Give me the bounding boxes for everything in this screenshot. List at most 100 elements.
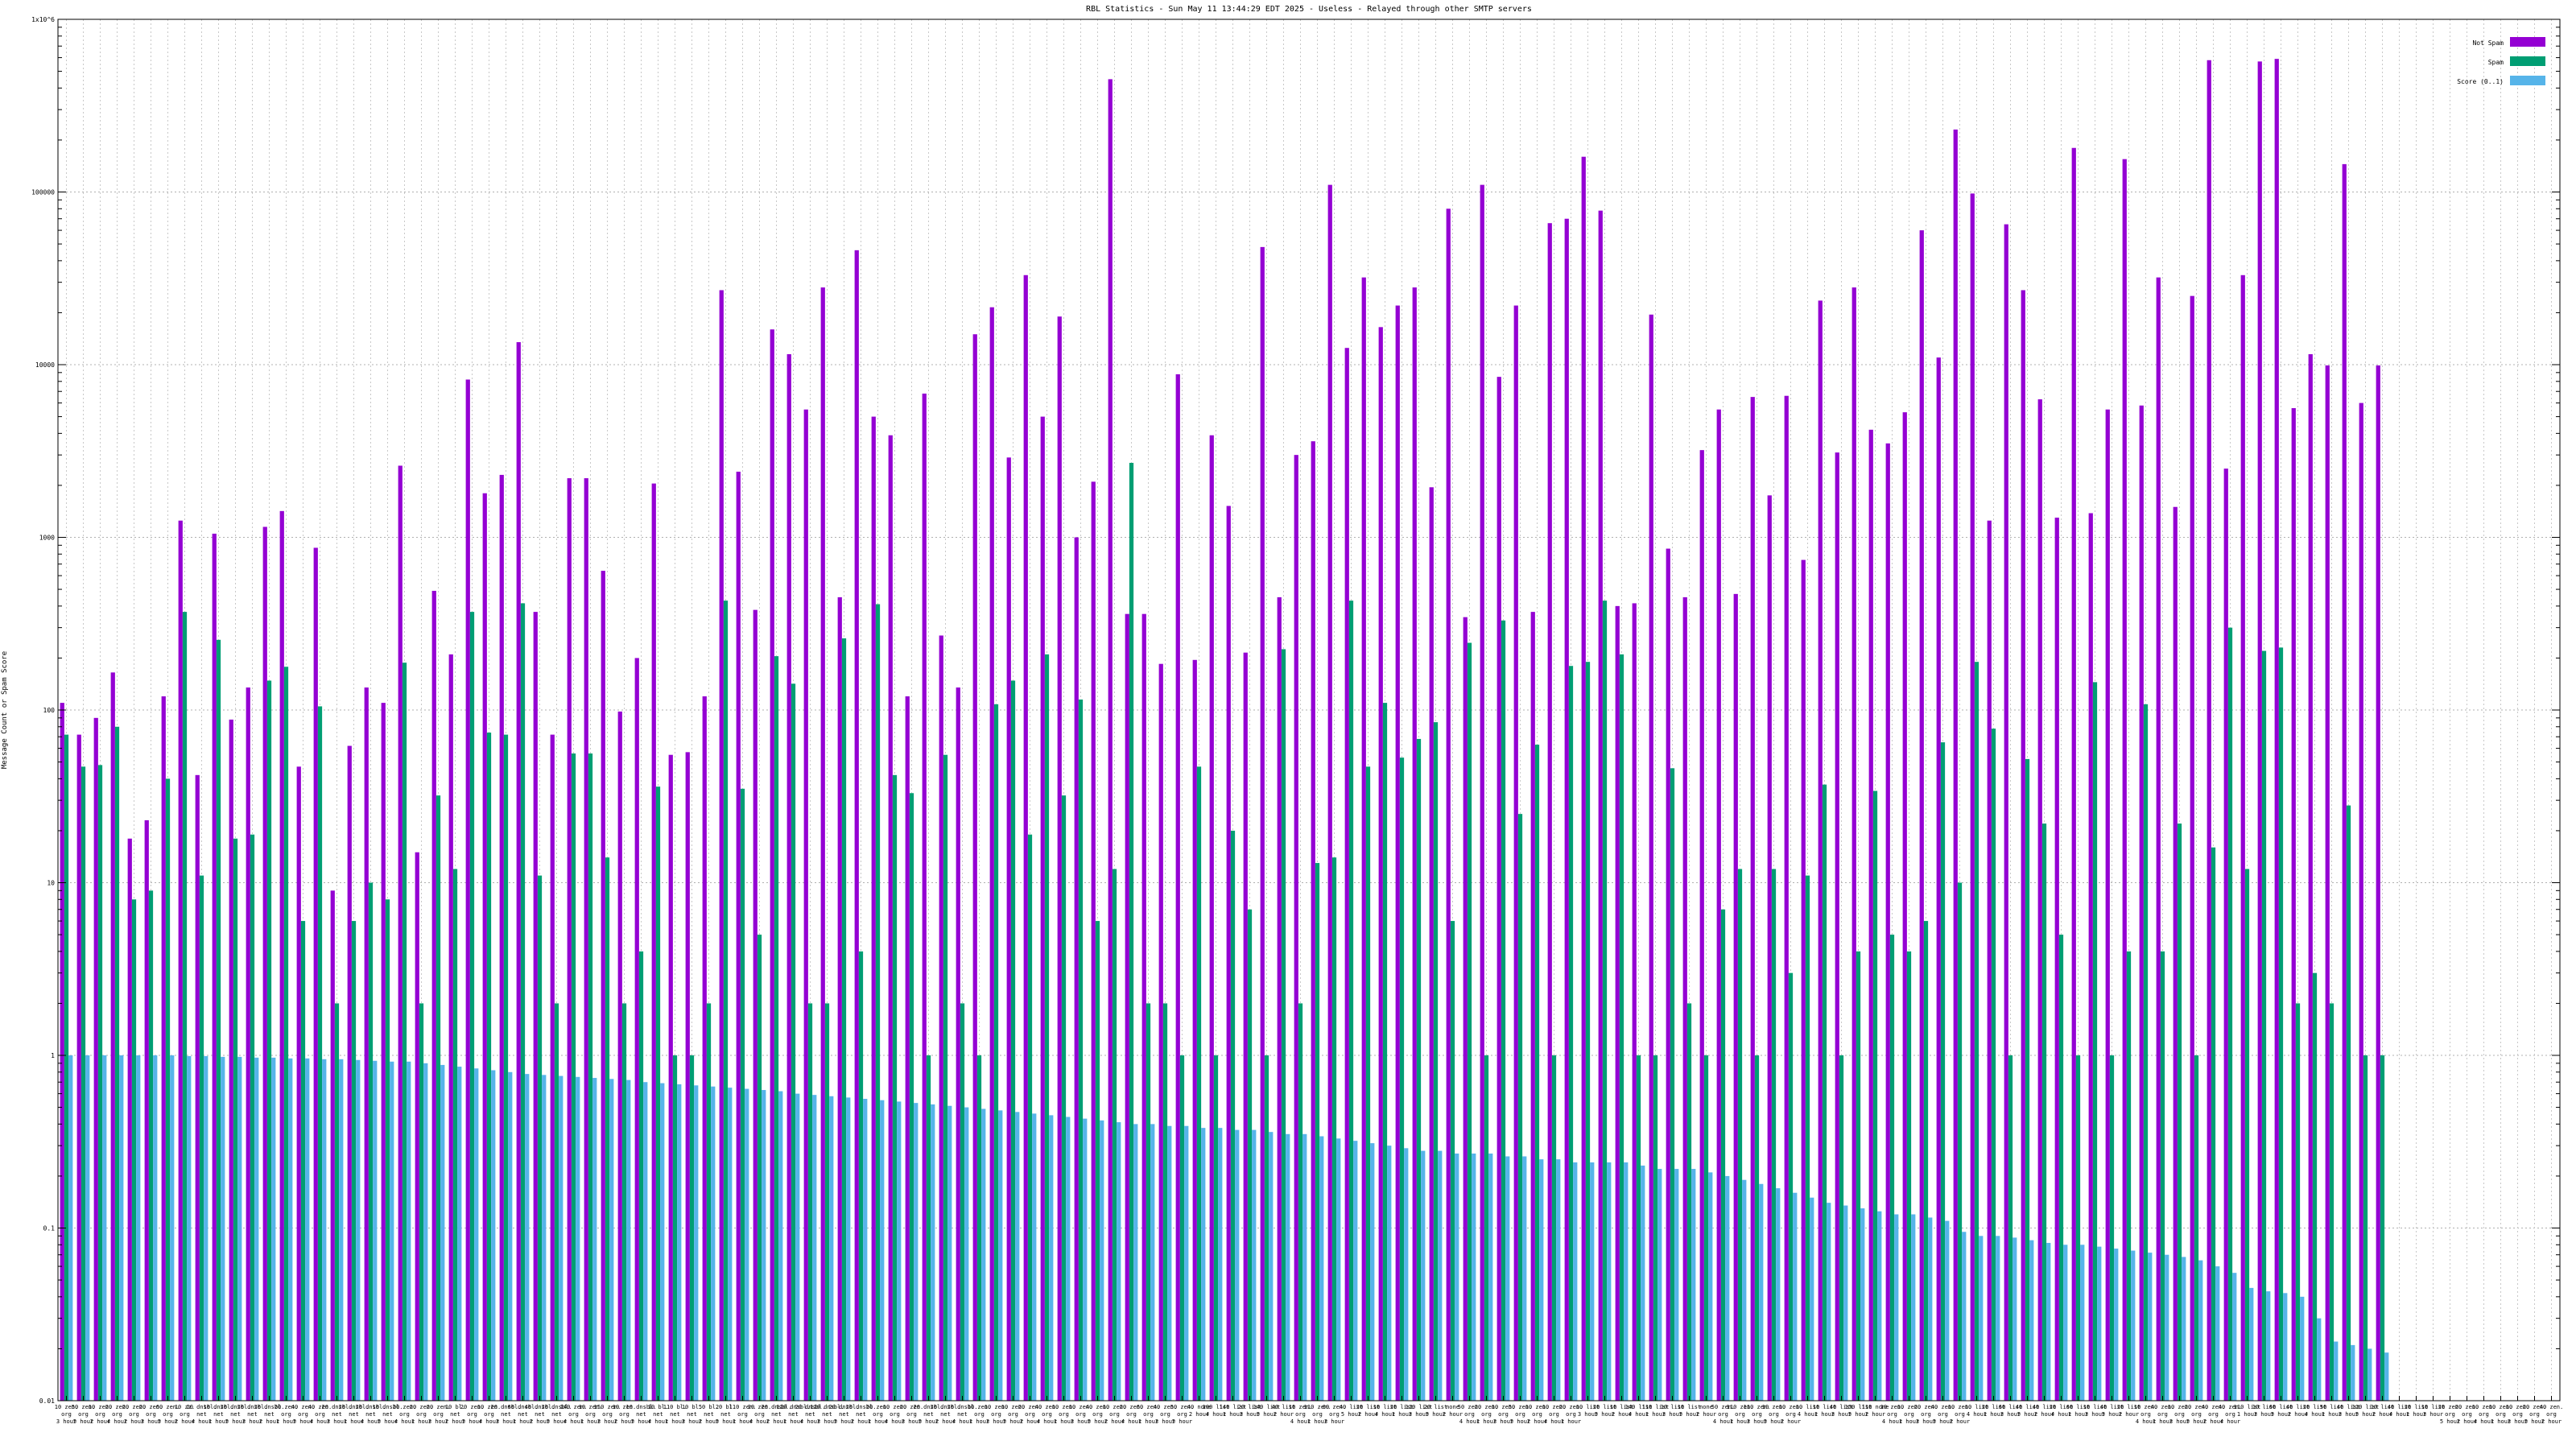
x-tick-label-line: 2 hour xyxy=(2034,1411,2054,1418)
bar-not-spam xyxy=(1192,659,1197,1401)
x-tick-label: 60 list 5 hour xyxy=(2269,1404,2293,1418)
x-tick-label-line: 5 hour xyxy=(547,1418,567,1425)
bar-spam xyxy=(807,1003,813,1401)
x-tick-label-line: org xyxy=(1329,1411,1340,1418)
x-tick-label-line: 40 list xyxy=(2286,1404,2310,1410)
bar-score-0-1 xyxy=(1252,1129,1257,1401)
bar-not-spam xyxy=(127,838,132,1401)
x-tick-label: 20 list 2 hour xyxy=(1356,1404,1381,1418)
x-tick-label: 10 zen. org 1 hour xyxy=(968,1404,992,1425)
legend-label: Score (0..1) xyxy=(2457,78,2504,85)
bar-not-spam xyxy=(110,672,115,1401)
bar-spam xyxy=(1365,766,1371,1401)
x-tick-label: 50 bl. net 2 hour xyxy=(699,1404,719,1425)
bar-score-0-1 xyxy=(1556,1159,1561,1401)
x-tick-label-line: org xyxy=(2157,1411,2168,1418)
x-tick-label-line: net xyxy=(213,1411,224,1418)
bar-not-spam xyxy=(398,465,402,1401)
x-tick-label-line: 40 list xyxy=(2388,1404,2412,1410)
bar-spam xyxy=(2329,1003,2334,1401)
bar-score-0-1 xyxy=(2283,1293,2288,1401)
x-tick-label-line: 2 hour xyxy=(90,1418,110,1425)
x-tick-label-line: 10 zen. xyxy=(968,1404,992,1410)
x-tick-label-line: 3 hour xyxy=(2000,1411,2021,1418)
bar-not-spam xyxy=(381,703,386,1401)
bar-not-spam xyxy=(1682,597,1687,1401)
x-tick-label: 20 dnsbl. net 5 hour xyxy=(542,1404,572,1425)
x-tick-label-line: 3 hour xyxy=(902,1418,922,1425)
x-tick-label-line: 2 hour xyxy=(1781,1418,1801,1425)
bar-score-0-1 xyxy=(170,1055,175,1401)
x-tick-label-line: 60 zen. xyxy=(1137,1404,1161,1410)
bar-not-spam xyxy=(516,342,521,1401)
bar-score-0-1 xyxy=(373,1060,378,1401)
x-tick-label-line: 1 hour xyxy=(2068,1411,2088,1418)
bar-not-spam xyxy=(854,250,859,1402)
bar-spam xyxy=(537,875,543,1401)
x-tick-label-line: 1 hour xyxy=(1899,1418,1919,1425)
bar-spam xyxy=(1382,703,1388,1401)
bar-score-0-1 xyxy=(812,1095,817,1401)
bar-not-spam xyxy=(837,597,842,1401)
bar-not-spam xyxy=(1987,520,1992,1401)
x-tick-label: 10 list 5 hour xyxy=(1678,1404,1702,1418)
x-tick-label: 10 list 4 hour xyxy=(1965,1404,1989,1418)
x-tick-label-line: 5 hour xyxy=(1088,1418,1108,1425)
x-tick-label-line: 40 zen. xyxy=(2151,1404,2175,1410)
bar-score-0-1 xyxy=(2232,1273,2237,1401)
bar-spam xyxy=(2160,951,2165,1401)
bar-not-spam xyxy=(1463,617,1468,1401)
x-tick-label: 40 zen. org 4 hour xyxy=(308,1404,332,1425)
x-tick-label: 10 zen. org 1 hour xyxy=(2489,1404,2513,1425)
x-tick-label: 40 list 5 hour xyxy=(2016,1404,2040,1418)
x-tick-label: 20 zen. org 2 hour xyxy=(2455,1404,2479,1425)
bar-score-0-1 xyxy=(1421,1150,1426,1401)
y-tick-label: 10000 xyxy=(35,361,55,369)
x-tick-label-line: net xyxy=(805,1411,815,1418)
x-tick-label-line: 20 dnsbl. xyxy=(947,1404,978,1410)
x-tick-label-line: net xyxy=(196,1411,207,1418)
x-tick-label-line: 110 list xyxy=(1642,1404,1670,1410)
bar-spam xyxy=(2126,951,2132,1401)
bar-spam xyxy=(1416,738,1422,1401)
bar-score-0-1 xyxy=(2080,1245,2085,1401)
bar-score-0-1 xyxy=(1674,1169,1679,1401)
x-tick-label-line: 40 zen. xyxy=(2202,1404,2226,1410)
bar-spam xyxy=(2380,1055,2385,1401)
x-tick-label-line: 4 hour xyxy=(1798,1411,1818,1418)
bar-spam xyxy=(97,765,103,1401)
bar-score-0-1 xyxy=(2114,1249,2119,1401)
bar-not-spam xyxy=(330,890,335,1401)
x-tick-label-line: 3 hour xyxy=(2508,1418,2528,1425)
bar-spam xyxy=(621,1003,627,1401)
x-tick-label-line: 10 zen. xyxy=(2506,1404,2530,1410)
bar-spam xyxy=(148,890,154,1401)
x-tick-label-line: 140 list xyxy=(1220,1404,1247,1410)
x-tick-label: 10 zen. org 4 hour xyxy=(477,1404,502,1425)
x-tick-label-line: 3 hour xyxy=(2254,1411,2274,1418)
x-tick-label: 20 zen. org 3 hour xyxy=(139,1404,163,1425)
bar-not-spam xyxy=(905,696,910,1401)
x-tick-label: 10 zen. org 5 hour xyxy=(1762,1404,1786,1425)
bar-not-spam xyxy=(1023,275,1028,1401)
x-tick-label-line: 4 hour xyxy=(1967,1411,1987,1418)
bar-score-0-1 xyxy=(1455,1153,1459,1401)
x-tick-label-line: org xyxy=(95,1411,105,1418)
bar-spam xyxy=(926,1055,931,1401)
bar-not-spam xyxy=(279,510,284,1401)
bar-spam xyxy=(1399,758,1405,1401)
bar-score-0-1 xyxy=(119,1055,124,1401)
x-tick-label: 20 dnsbl. net 3 hour xyxy=(237,1404,268,1425)
x-tick-label-line: 5 hour xyxy=(225,1418,246,1425)
bar-spam xyxy=(841,638,847,1401)
bar-not-spam xyxy=(1666,548,1670,1402)
x-tick-label: 20 dnsbl. net 5 hour xyxy=(829,1404,860,1425)
x-tick-label-line: org xyxy=(1177,1411,1187,1418)
x-tick-label: 50 zen. org 4 hour xyxy=(1711,1404,1736,1425)
x-tick-label-line: 110 zen. xyxy=(729,1404,757,1410)
bar-spam xyxy=(1450,921,1455,1401)
bar-not-spam xyxy=(1446,208,1451,1401)
x-tick-label-line: 40 list xyxy=(2100,1404,2124,1410)
y-tick-label: 10 xyxy=(47,880,55,887)
bar-not-spam xyxy=(871,416,876,1401)
